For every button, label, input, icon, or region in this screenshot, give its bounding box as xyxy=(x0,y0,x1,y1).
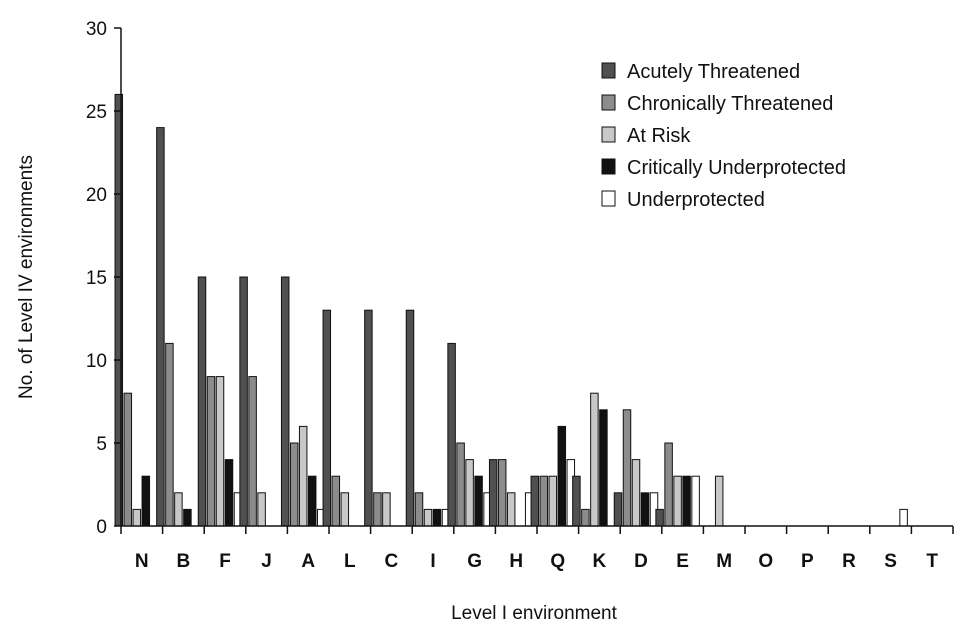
x-category-label: G xyxy=(467,551,482,572)
x-category-label: A xyxy=(301,551,315,572)
bar-E-at-risk xyxy=(673,475,682,527)
x-category-label: N xyxy=(135,551,149,572)
legend-swatch xyxy=(601,62,616,79)
bar-C-at-risk xyxy=(382,492,391,527)
bar-G-acutely-threatened xyxy=(447,342,456,527)
legend-label: At Risk xyxy=(627,125,691,147)
x-category-label: E xyxy=(676,551,689,572)
y-tick-label: 30 xyxy=(86,19,107,40)
bar-E-chronically-threatened xyxy=(664,442,673,527)
bar-H-chronically-threatened xyxy=(497,459,507,527)
x-category-label: I xyxy=(430,551,435,572)
bar-L-acutely-threatened xyxy=(322,309,332,527)
x-category-label: T xyxy=(926,551,938,572)
x-category-label: L xyxy=(344,551,356,572)
bar-N-critically-underprotected xyxy=(141,475,151,527)
bar-G-critically-underprotected xyxy=(474,475,483,527)
y-tick-label: 10 xyxy=(86,351,107,372)
bar-L-chronically-threatened xyxy=(331,475,341,527)
x-category-label: R xyxy=(842,551,856,572)
x-category-label: H xyxy=(509,551,523,572)
bar-K-acutely-threatened xyxy=(572,475,581,527)
legend-label: Critically Underprotected xyxy=(627,157,846,179)
bar-D-acutely-threatened xyxy=(613,492,623,527)
bar-K-chronically-threatened xyxy=(581,508,590,527)
bar-D-at-risk xyxy=(631,459,641,527)
x-category-label: Q xyxy=(550,551,565,572)
legend-swatch xyxy=(601,190,616,207)
y-tick-label: 25 xyxy=(86,102,107,123)
bar-J-acutely-threatened xyxy=(239,276,248,527)
bar-Q-chronically-threatened xyxy=(539,475,549,527)
bar-B-acutely-threatened xyxy=(156,127,165,527)
bar-A-critically-underprotected xyxy=(307,475,317,527)
bar-H-acutely-threatened xyxy=(488,459,498,527)
legend-swatch xyxy=(601,158,616,175)
bar-H-at-risk xyxy=(506,492,516,527)
bar-K-critically-underprotected xyxy=(599,409,608,527)
bar-F-chronically-threatened xyxy=(206,376,216,527)
bar-C-chronically-threatened xyxy=(373,492,382,527)
bar-Q-acutely-threatened xyxy=(530,475,540,527)
x-category-label: B xyxy=(177,551,191,572)
x-category-label: O xyxy=(758,551,773,572)
bar-L-at-risk xyxy=(340,492,350,527)
bar-I-acutely-threatened xyxy=(405,309,415,527)
bar-E-critically-underprotected xyxy=(682,475,691,527)
bar-N-chronically-threatened xyxy=(123,392,133,527)
y-tick-label: 20 xyxy=(86,185,107,206)
bar-S-underprotected xyxy=(899,508,908,527)
y-ticks-group: 0 5 10 15 20 25 30 xyxy=(86,19,121,538)
bar-E-acutely-threatened xyxy=(655,508,664,527)
legend-label: Underprotected xyxy=(627,189,765,211)
bar-K-at-risk xyxy=(590,392,599,527)
bar-I-chronically-threatened xyxy=(414,492,424,527)
bar-B-at-risk xyxy=(174,492,183,527)
bar-J-at-risk xyxy=(257,492,266,527)
bar-F-acutely-threatened xyxy=(197,276,207,527)
bar-Q-critically-underprotected xyxy=(557,425,567,527)
legend-label: Acutely Threatened xyxy=(627,61,800,83)
x-category-label: S xyxy=(884,551,897,572)
legend: Acutely Threatened Chronically Threatened… xyxy=(601,61,846,211)
x-category-label: J xyxy=(261,551,272,572)
bar-Q-at-risk xyxy=(548,475,558,527)
x-category-label: P xyxy=(801,551,814,572)
y-axis-title: No. of Level IV environments xyxy=(16,155,37,399)
bar-C-acutely-threatened xyxy=(364,309,373,527)
bar-G-chronically-threatened xyxy=(456,442,465,527)
bar-M-at-risk xyxy=(714,475,724,527)
legend-label: Chronically Threatened xyxy=(627,93,833,115)
x-category-label: F xyxy=(219,551,231,572)
bar-F-critically-underprotected xyxy=(224,459,234,527)
y-tick-label: 15 xyxy=(86,268,107,289)
bar-E-underprotected xyxy=(691,475,700,527)
bar-I-at-risk xyxy=(423,508,433,527)
y-tick-label: 5 xyxy=(96,434,107,455)
bar-B-critically-underprotected xyxy=(183,508,192,527)
bar-D-critically-underprotected xyxy=(640,492,650,527)
bar-J-chronically-threatened xyxy=(248,376,257,527)
legend-swatch xyxy=(601,126,616,143)
x-category-label: C xyxy=(385,551,399,572)
bar-F-at-risk xyxy=(215,376,225,527)
bar-N-at-risk xyxy=(132,508,142,527)
x-category-label: K xyxy=(593,551,607,572)
x-category-label: M xyxy=(716,551,732,572)
bar-G-at-risk xyxy=(465,459,474,527)
bar-I-critically-underprotected xyxy=(432,508,442,527)
bar-A-at-risk xyxy=(298,425,308,527)
legend-swatch xyxy=(601,94,616,111)
bar-D-chronically-threatened xyxy=(622,409,632,527)
bar-A-chronically-threatened xyxy=(289,442,299,527)
y-tick-label: 0 xyxy=(96,517,107,538)
bars-group xyxy=(114,93,908,527)
bar-B-chronically-threatened xyxy=(165,342,174,527)
bar-A-acutely-threatened xyxy=(280,276,290,527)
x-axis-title: Level I environment xyxy=(451,603,618,624)
x-category-label: D xyxy=(634,551,648,572)
